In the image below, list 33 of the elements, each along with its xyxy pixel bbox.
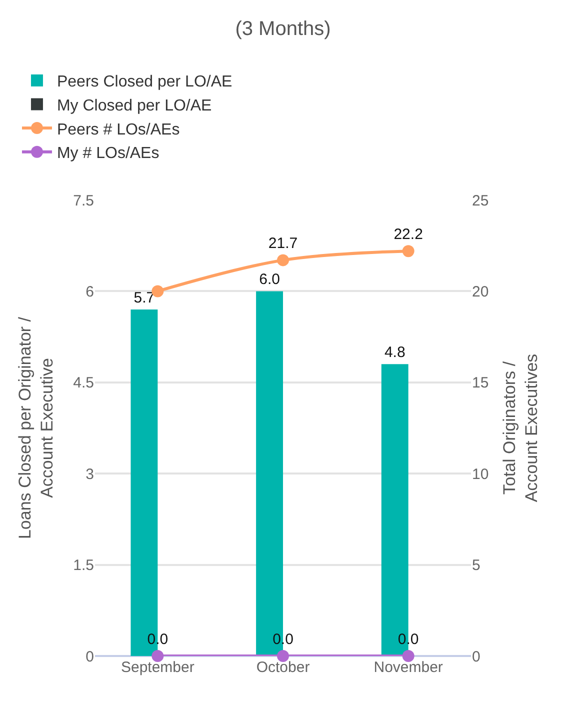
data-label: 0.0	[272, 630, 294, 648]
y2-tick-label: 0	[472, 648, 480, 666]
point	[152, 285, 164, 298]
legend-label: My Closed per LO/AE	[56, 97, 212, 114]
x-tick-label: September	[120, 659, 194, 676]
x-tick-label: November	[374, 659, 443, 676]
y2-tick-label: 10	[472, 466, 489, 483]
y2-tick-label: 5	[472, 557, 480, 574]
point	[402, 245, 414, 258]
point	[402, 650, 414, 662]
legend-label: Peers # LOs/AEs	[56, 121, 180, 138]
data-label: 4.8	[384, 344, 406, 362]
point	[277, 650, 289, 662]
y-tick-label: 4.5	[73, 374, 94, 392]
point	[152, 650, 164, 662]
chart-title: (3 Months)	[235, 18, 331, 40]
y2-tick-label: 15	[472, 374, 489, 392]
legend-label: Peers Closed per LO/AE	[56, 74, 232, 91]
legend-label: My # LOs/AEs	[56, 145, 160, 162]
y2-tick-label: 25	[472, 192, 489, 210]
data-label: 22.2	[394, 226, 423, 243]
y-tick-label: 0	[86, 648, 94, 666]
y-tick-label: 7.5	[73, 192, 94, 210]
data-label: 6.0	[259, 271, 280, 288]
y-tick-label: 3	[86, 466, 94, 483]
y-tick-label: 6	[86, 283, 94, 300]
y2-tick-label: 20	[472, 283, 489, 300]
y-axis-title: Loans Closed per Originator / Account Executive	[16, 316, 57, 540]
point	[277, 254, 289, 266]
x-tick-label: October	[256, 659, 310, 676]
y-tick-label: 1.5	[73, 557, 94, 574]
data-label: 21.7	[268, 234, 298, 252]
y2-axis-title: Total Originators / Account Executives	[500, 354, 542, 502]
